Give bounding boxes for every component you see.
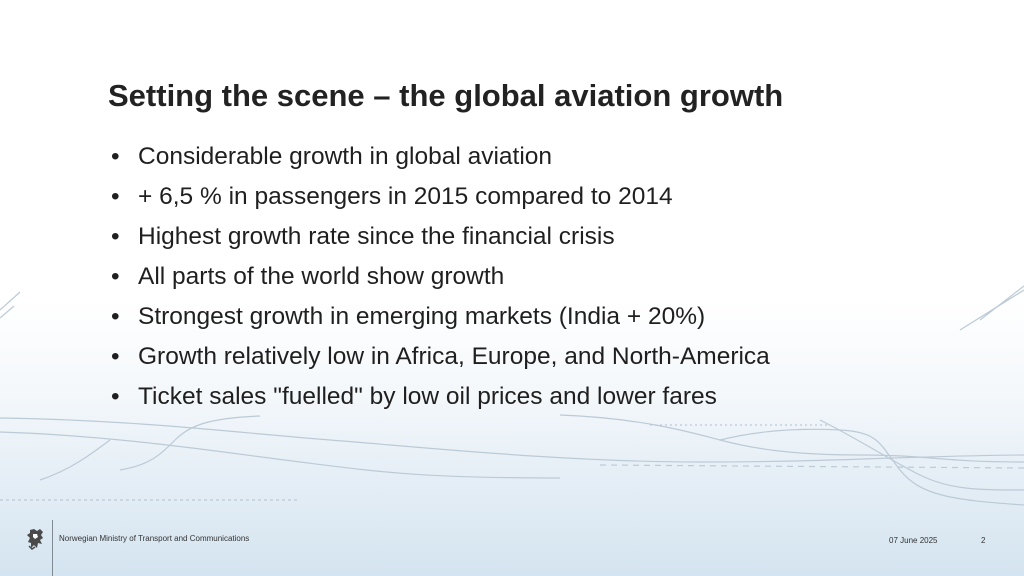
slide-title: Setting the scene – the global aviation … <box>108 78 784 113</box>
bullet-point-icon: • <box>111 343 120 370</box>
bullet-item: • Growth relatively low in Africa, Europ… <box>108 337 770 377</box>
bullet-text: Highest growth rate since the financial … <box>138 223 615 250</box>
bullet-text: Growth relatively low in Africa, Europe,… <box>138 343 770 370</box>
bullet-item: • Considerable growth in global aviation <box>108 137 770 177</box>
bullet-text: Ticket sales "fuelled" by low oil prices… <box>138 383 717 410</box>
bullet-text: + 6,5 % in passengers in 2015 compared t… <box>138 183 673 210</box>
bullet-text: Strongest growth in emerging markets (In… <box>138 303 706 330</box>
slide-date: 07 June 2025 <box>889 536 938 545</box>
bullet-item: • Ticket sales "fuelled" by low oil pric… <box>108 377 770 417</box>
bullet-item: • Highest growth rate since the financia… <box>108 217 770 257</box>
footer-divider <box>52 520 53 576</box>
page-number: 2 <box>981 536 986 545</box>
bullet-text: Considerable growth in global aviation <box>138 143 553 170</box>
bullet-list: • Considerable growth in global aviation… <box>108 137 770 417</box>
bullet-item: • All parts of the world show growth <box>108 257 770 297</box>
bullet-point-icon: • <box>111 183 120 210</box>
ministry-name: Norwegian Ministry of Transport and Comm… <box>59 534 250 543</box>
bullet-text: All parts of the world show growth <box>138 263 505 290</box>
bullet-point-icon: • <box>111 143 120 170</box>
norwegian-lion-coat-of-arms-icon <box>27 529 43 550</box>
bullet-item: • Strongest growth in emerging markets (… <box>108 297 770 337</box>
bullet-item: • + 6,5 % in passengers in 2015 compared… <box>108 177 770 217</box>
bullet-point-icon: • <box>111 383 120 410</box>
bullet-point-icon: • <box>111 223 120 250</box>
bullet-point-icon: • <box>111 303 120 330</box>
bullet-point-icon: • <box>111 263 120 290</box>
